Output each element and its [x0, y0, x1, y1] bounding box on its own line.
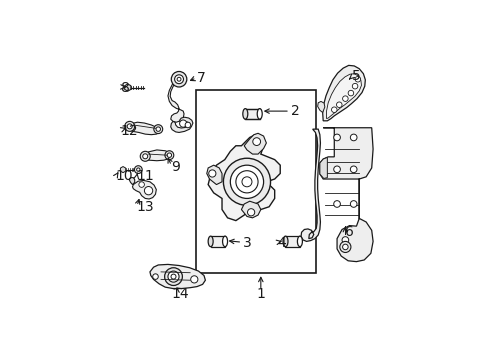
- Circle shape: [139, 182, 145, 187]
- Circle shape: [154, 125, 163, 134]
- Polygon shape: [124, 84, 131, 91]
- Polygon shape: [286, 236, 300, 247]
- Circle shape: [137, 168, 140, 171]
- Circle shape: [165, 268, 182, 285]
- Circle shape: [334, 201, 341, 207]
- Text: 11: 11: [136, 169, 154, 183]
- Circle shape: [127, 124, 132, 129]
- Circle shape: [185, 122, 191, 128]
- Polygon shape: [320, 128, 373, 262]
- Circle shape: [125, 121, 135, 131]
- Polygon shape: [129, 177, 135, 185]
- Circle shape: [172, 72, 187, 87]
- Circle shape: [230, 165, 264, 198]
- Text: 2: 2: [292, 104, 300, 118]
- Ellipse shape: [222, 236, 227, 247]
- Circle shape: [156, 127, 161, 131]
- Polygon shape: [207, 165, 222, 185]
- Circle shape: [340, 242, 351, 252]
- Text: 5: 5: [352, 69, 361, 84]
- Circle shape: [171, 274, 176, 279]
- Polygon shape: [245, 109, 260, 119]
- Ellipse shape: [257, 109, 262, 119]
- Circle shape: [343, 244, 348, 250]
- Circle shape: [145, 186, 153, 195]
- Polygon shape: [211, 236, 225, 247]
- Circle shape: [165, 151, 174, 159]
- Circle shape: [174, 75, 183, 84]
- Ellipse shape: [297, 236, 302, 247]
- Circle shape: [350, 166, 357, 173]
- Text: 1: 1: [256, 287, 265, 301]
- Text: 14: 14: [172, 287, 189, 301]
- Text: 4: 4: [277, 236, 286, 250]
- Polygon shape: [143, 150, 171, 161]
- Text: 7: 7: [197, 71, 206, 85]
- Bar: [196, 90, 316, 273]
- Circle shape: [167, 153, 171, 157]
- Polygon shape: [242, 201, 261, 218]
- Polygon shape: [320, 157, 327, 179]
- Circle shape: [342, 237, 349, 243]
- Ellipse shape: [283, 236, 288, 247]
- Polygon shape: [322, 66, 366, 121]
- Ellipse shape: [208, 236, 213, 247]
- Circle shape: [153, 274, 158, 279]
- Circle shape: [223, 158, 270, 205]
- Text: 13: 13: [136, 200, 154, 214]
- Text: 10: 10: [115, 169, 133, 183]
- Circle shape: [191, 276, 198, 283]
- Circle shape: [209, 170, 216, 177]
- Circle shape: [334, 166, 341, 173]
- Circle shape: [242, 177, 252, 187]
- Circle shape: [134, 166, 142, 174]
- Text: 3: 3: [243, 236, 251, 250]
- Circle shape: [180, 120, 187, 127]
- Polygon shape: [171, 117, 193, 132]
- Circle shape: [355, 76, 361, 82]
- Polygon shape: [126, 122, 160, 135]
- Circle shape: [348, 90, 354, 96]
- Circle shape: [168, 271, 179, 282]
- Text: 8: 8: [121, 81, 130, 95]
- Circle shape: [253, 138, 261, 145]
- Circle shape: [350, 134, 357, 141]
- Text: 6: 6: [345, 225, 354, 239]
- Polygon shape: [301, 129, 320, 242]
- Circle shape: [350, 201, 357, 207]
- Polygon shape: [318, 102, 325, 112]
- Polygon shape: [208, 135, 280, 221]
- Circle shape: [143, 154, 147, 159]
- Circle shape: [334, 134, 341, 141]
- Polygon shape: [150, 264, 205, 288]
- Circle shape: [343, 96, 348, 102]
- Polygon shape: [132, 180, 156, 199]
- Ellipse shape: [243, 109, 248, 119]
- Text: 9: 9: [171, 159, 180, 174]
- Circle shape: [352, 84, 358, 89]
- Polygon shape: [326, 74, 362, 118]
- Text: 12: 12: [121, 123, 139, 138]
- Circle shape: [337, 102, 342, 108]
- Polygon shape: [121, 167, 126, 173]
- Polygon shape: [244, 133, 267, 154]
- Circle shape: [247, 209, 255, 216]
- Polygon shape: [168, 79, 184, 122]
- Circle shape: [236, 171, 258, 193]
- Circle shape: [177, 77, 181, 81]
- Circle shape: [332, 107, 337, 112]
- Circle shape: [140, 151, 150, 161]
